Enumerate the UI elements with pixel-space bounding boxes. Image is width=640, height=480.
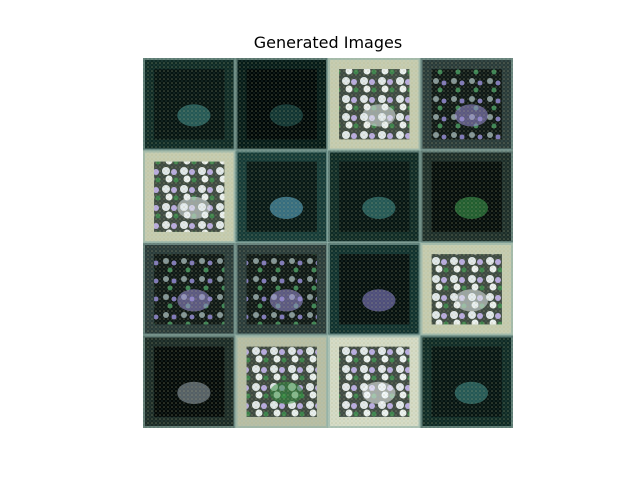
generated-images-grid: [143, 58, 513, 428]
generated-image-tile: [143, 58, 237, 152]
generated-image-tile: [419, 149, 513, 244]
generated-image-tile: [419, 58, 513, 152]
generated-image-tile: [143, 149, 237, 244]
generated-image-tile: [234, 242, 329, 337]
generated-image-tile: [143, 242, 237, 337]
generated-image-tile: [143, 334, 237, 428]
figure-title: Generated Images: [253, 33, 403, 52]
generated-image-tile: [327, 242, 422, 337]
generated-image-tile: [327, 58, 422, 152]
generated-image-tile: [419, 242, 513, 337]
generated-image-tile: [234, 334, 329, 428]
generated-image-tile: [234, 58, 329, 152]
generated-image-tile: [327, 149, 422, 244]
generated-image-tile: [419, 334, 513, 428]
generated-image-tile: [234, 149, 329, 244]
generated-image-tile: [327, 334, 422, 428]
